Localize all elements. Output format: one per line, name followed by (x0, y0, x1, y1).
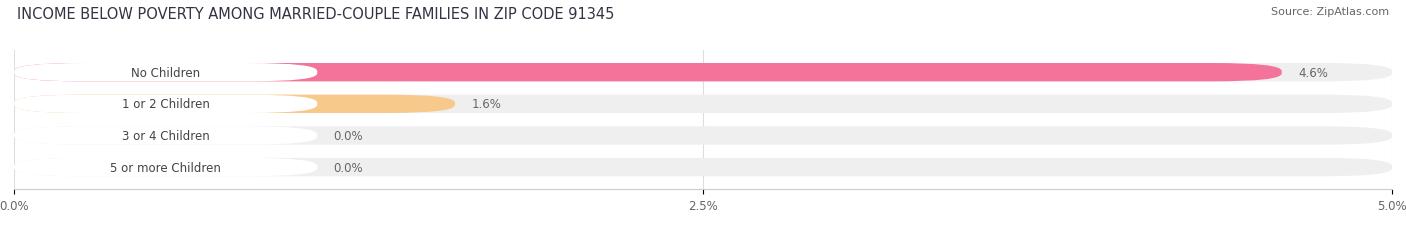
Text: 1 or 2 Children: 1 or 2 Children (122, 98, 209, 111)
Text: INCOME BELOW POVERTY AMONG MARRIED-COUPLE FAMILIES IN ZIP CODE 91345: INCOME BELOW POVERTY AMONG MARRIED-COUPL… (17, 7, 614, 22)
FancyBboxPatch shape (14, 64, 1282, 82)
Text: 4.6%: 4.6% (1298, 66, 1329, 79)
FancyBboxPatch shape (14, 127, 1392, 145)
FancyBboxPatch shape (14, 95, 1392, 113)
FancyBboxPatch shape (14, 158, 1392, 176)
Text: 3 or 4 Children: 3 or 4 Children (122, 129, 209, 142)
FancyBboxPatch shape (14, 64, 1392, 82)
FancyBboxPatch shape (14, 64, 318, 82)
FancyBboxPatch shape (14, 95, 318, 113)
FancyBboxPatch shape (14, 158, 318, 176)
Text: 0.0%: 0.0% (333, 161, 363, 174)
FancyBboxPatch shape (14, 127, 318, 145)
Text: Source: ZipAtlas.com: Source: ZipAtlas.com (1271, 7, 1389, 17)
Text: No Children: No Children (131, 66, 200, 79)
Text: 1.6%: 1.6% (471, 98, 502, 111)
Text: 0.0%: 0.0% (333, 129, 363, 142)
FancyBboxPatch shape (14, 95, 456, 113)
Text: 5 or more Children: 5 or more Children (110, 161, 221, 174)
